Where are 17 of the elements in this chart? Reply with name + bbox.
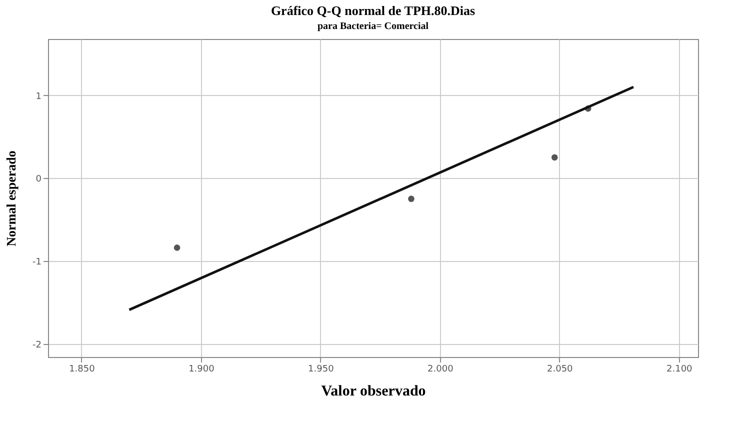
x-axis-title: Valor observado — [321, 384, 426, 400]
y-tick-label: -2 — [32, 340, 42, 350]
x-tick-label: 2.050 — [547, 364, 574, 374]
y-tick-label: 1 — [36, 92, 42, 102]
x-tick-label: 1.950 — [308, 364, 334, 374]
point — [551, 154, 558, 161]
point — [408, 196, 414, 202]
x-tick-label: 1.850 — [69, 364, 96, 374]
chart-subtitle: para Bacteria= Comercial — [317, 21, 429, 32]
y-tick-label: 0 — [36, 174, 42, 185]
x-tick-label: 1.900 — [188, 364, 215, 374]
y-tick-label: -1 — [32, 257, 42, 268]
x-tick-label: 2.100 — [666, 364, 693, 374]
chart-title: Gráfico Q-Q normal de TPH.80.Dias — [270, 3, 476, 18]
point — [174, 244, 180, 251]
y-axis-title: Normal esperado — [4, 150, 19, 246]
x-tick-label: 2.000 — [428, 364, 454, 374]
